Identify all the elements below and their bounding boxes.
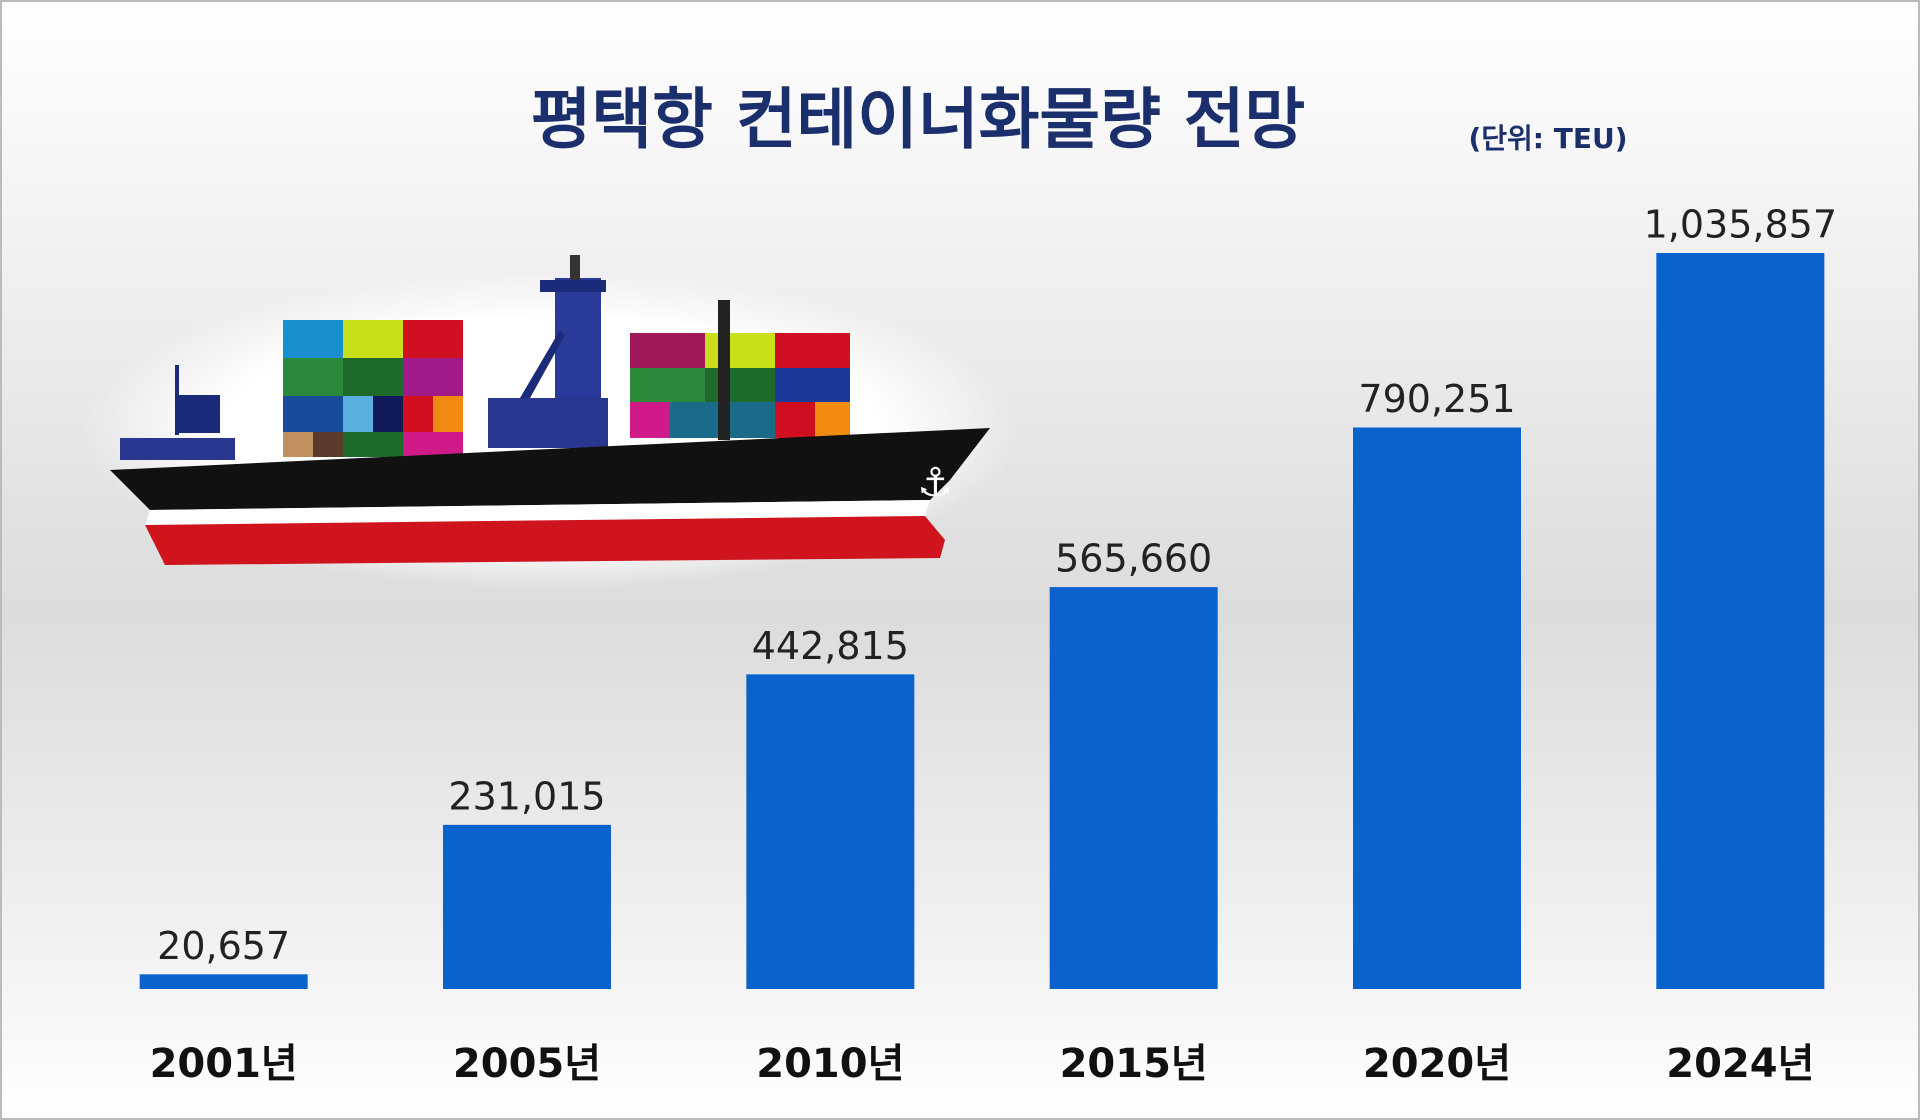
x-tick-label: 2005년 <box>453 1041 601 1087</box>
x-tick-label: 2020년 <box>1363 1041 1511 1087</box>
value-label: 790,251 <box>1358 377 1515 421</box>
x-tick-label: 2015년 <box>1060 1041 1208 1087</box>
value-label: 1,035,857 <box>1644 203 1837 247</box>
x-tick-label: 2010년 <box>756 1041 904 1087</box>
chart-title: 평택항 컨테이너화물량 전망 <box>531 81 1306 158</box>
bar <box>1049 587 1218 989</box>
value-label: 565,660 <box>1055 537 1212 581</box>
bar <box>1353 427 1521 989</box>
bar <box>746 674 915 989</box>
svg-text:⚓: ⚓ <box>917 460 953 506</box>
value-label: 20,657 <box>157 924 290 968</box>
x-tick-label: 2024년 <box>1666 1041 1814 1087</box>
bar <box>1656 253 1825 989</box>
x-tick-label: 2001년 <box>150 1041 298 1087</box>
bar <box>443 824 611 989</box>
bar <box>139 974 308 989</box>
value-label: 231,015 <box>448 774 605 818</box>
value-label: 442,815 <box>752 624 909 668</box>
chart-subtitle: (단위: TEU) <box>1468 122 1627 155</box>
ship-illustration: ⚓ <box>80 255 1020 590</box>
